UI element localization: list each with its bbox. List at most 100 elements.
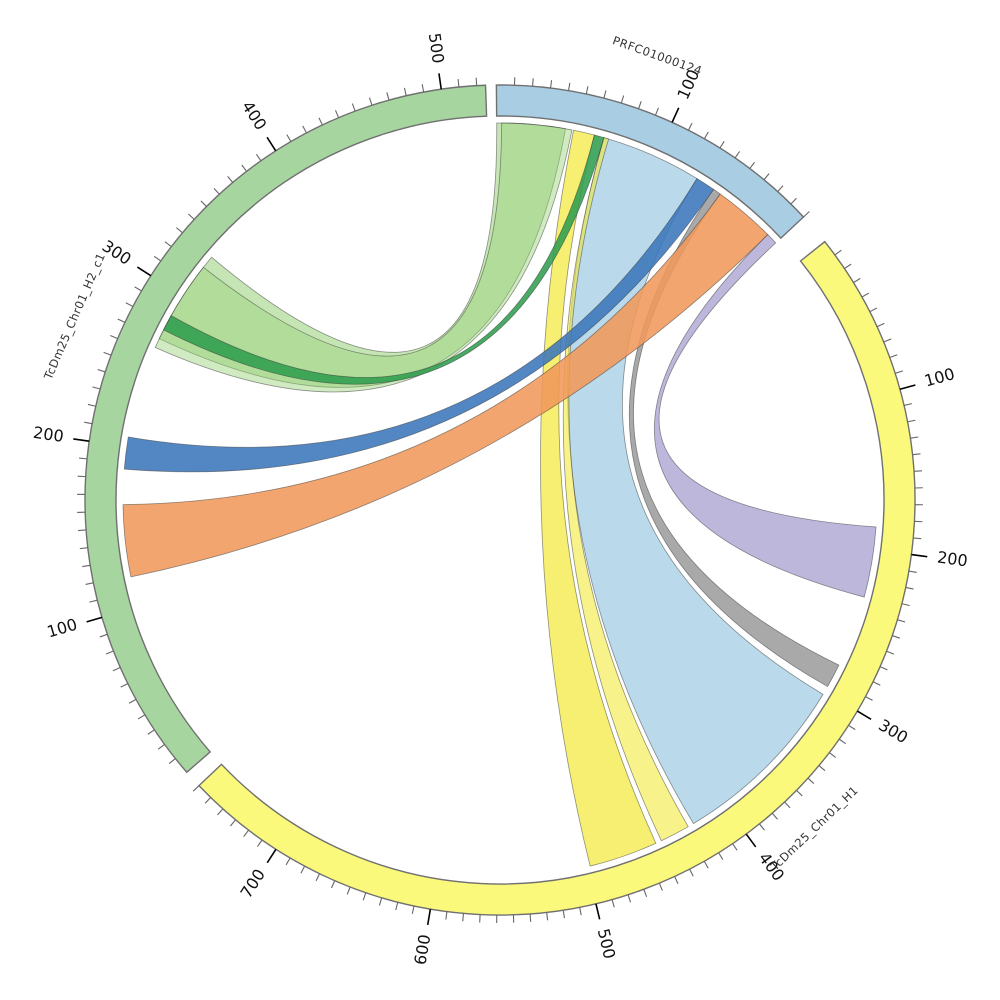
- tick-label-TcDm25_Chr01_H2_c1-500: 500: [425, 32, 448, 65]
- minor-tick: [732, 843, 738, 851]
- minor-tick: [658, 882, 663, 891]
- minor-tick: [638, 101, 642, 109]
- minor-tick: [445, 911, 448, 920]
- sector-label-PRFC01000124: PRFC01000124: [611, 33, 704, 78]
- major-tick: [266, 848, 277, 864]
- minor-tick: [897, 619, 906, 623]
- minor-tick: [567, 82, 571, 91]
- minor-tick: [110, 334, 118, 340]
- minor-tick: [89, 599, 98, 603]
- major-tick: [911, 553, 928, 558]
- major-tick: [899, 384, 916, 391]
- minor-tick: [838, 738, 847, 745]
- minor-tick: [286, 134, 292, 142]
- minor-tick: [411, 905, 415, 914]
- sector-arc-PRFC01000124: [495, 84, 805, 240]
- minor-tick: [97, 368, 106, 373]
- minor-tick: [687, 122, 693, 131]
- minor-tick: [865, 696, 873, 701]
- minor-tick: [229, 819, 236, 827]
- major-tick: [136, 266, 152, 277]
- minor-tick: [200, 200, 207, 207]
- minor-tick: [227, 176, 234, 183]
- minor-tick: [421, 84, 425, 93]
- minor-tick: [217, 808, 224, 816]
- minor-tick: [901, 603, 910, 607]
- minor-tick: [457, 79, 460, 88]
- minor-tick: [82, 564, 91, 568]
- minor-tick: [103, 351, 112, 356]
- minor-tick: [386, 92, 390, 101]
- minor-tick: [176, 227, 183, 234]
- minor-tick: [703, 131, 709, 140]
- ribbon-darkblue: [123, 178, 715, 473]
- minor-tick: [120, 683, 129, 688]
- minor-tick: [302, 125, 307, 134]
- major-tick: [671, 107, 680, 123]
- minor-tick: [112, 666, 121, 672]
- minor-tick: [611, 899, 615, 908]
- minor-tick: [562, 910, 565, 919]
- minor-tick: [257, 839, 263, 847]
- minor-tick: [105, 650, 114, 655]
- minor-tick: [703, 860, 709, 869]
- minor-tick: [204, 797, 212, 804]
- major-tick: [426, 908, 432, 926]
- minor-tick: [718, 852, 724, 860]
- minor-tick: [285, 857, 291, 866]
- minor-tick: [790, 197, 797, 205]
- minor-tick: [85, 582, 94, 585]
- major-tick: [745, 833, 757, 848]
- minor-tick: [79, 547, 88, 550]
- minor-tick: [134, 286, 142, 292]
- minor-tick: [395, 902, 399, 911]
- tick-label-TcDm25_Chr01_H1-700: 700: [237, 866, 269, 902]
- ribbon-yellow-wide: [540, 129, 657, 867]
- minor-tick: [164, 241, 172, 248]
- minor-tick: [892, 635, 900, 639]
- minor-tick: [883, 338, 892, 343]
- ribbon-orange: [122, 193, 769, 578]
- major-tick: [86, 616, 103, 623]
- minor-tick: [749, 161, 756, 169]
- minor-tick: [128, 698, 137, 704]
- ribbon-green-wide-b: [154, 122, 573, 393]
- major-tick: [73, 438, 90, 443]
- major-tick: [266, 136, 277, 152]
- minor-tick: [346, 886, 351, 895]
- minor-tick: [157, 743, 165, 750]
- tick-label-TcDm25_Chr01_H1-600: 600: [411, 933, 435, 966]
- minor-tick: [818, 765, 826, 772]
- minor-tick: [674, 876, 679, 884]
- minor-tick: [643, 889, 648, 897]
- minor-tick: [913, 470, 923, 472]
- minor-tick: [872, 681, 881, 686]
- ribbon-purple: [653, 234, 877, 598]
- minor-tick: [903, 403, 912, 406]
- minor-tick: [550, 80, 553, 89]
- tick-label-TcDm25_Chr01_H2_c1-400: 400: [238, 98, 270, 134]
- axis-ticks: [73, 73, 928, 926]
- minor-tick: [87, 403, 96, 407]
- minor-tick: [462, 913, 464, 922]
- ribbon-darkgreen: [163, 134, 605, 385]
- tick-label-TcDm25_Chr01_H2_c1-200: 200: [32, 423, 65, 446]
- minor-tick: [895, 370, 903, 374]
- minor-tick: [378, 897, 383, 906]
- minor-tick: [889, 354, 898, 359]
- minor-tick: [763, 173, 770, 181]
- minor-tick: [546, 912, 549, 921]
- minor-tick: [879, 666, 888, 671]
- minor-tick: [255, 153, 262, 162]
- minor-tick: [886, 650, 895, 655]
- minor-tick: [771, 812, 778, 820]
- minor-tick: [834, 249, 842, 256]
- tick-label-TcDm25_Chr01_H2_c1-100: 100: [45, 615, 80, 642]
- minor-tick: [853, 277, 861, 284]
- minor-tick: [620, 95, 625, 104]
- minor-tick: [368, 97, 373, 106]
- minor-tick: [908, 570, 917, 573]
- minor-tick: [777, 185, 784, 192]
- minor-tick: [529, 913, 532, 922]
